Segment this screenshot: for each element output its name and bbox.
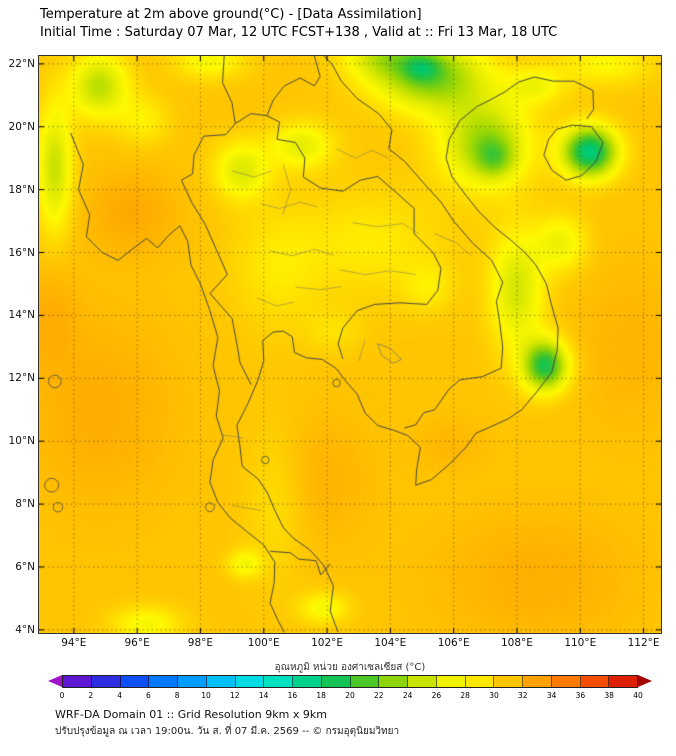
lon-tick-label: 112°E [627, 637, 660, 649]
colorbar-cells [62, 675, 638, 688]
colorbar-segment [350, 676, 380, 687]
colorbar-tick-label: 4 [117, 691, 122, 700]
colorbar-tick-label: 24 [402, 691, 413, 700]
map-title: Temperature at 2m above ground(°C) - [Da… [40, 7, 422, 22]
colorbar-segment [178, 676, 207, 687]
colorbar-tick-label: 0 [59, 691, 65, 700]
colorbar-tick-label: 2 [88, 691, 94, 700]
temperature-map-canvas [39, 56, 661, 633]
colorbar-segment [494, 676, 523, 687]
colorbar [48, 675, 652, 688]
lon-tick-label: 104°E [374, 637, 407, 649]
colorbar-segment [63, 676, 92, 687]
colorbar-tick-label: 8 [174, 691, 180, 700]
lat-tick-label: 6°N [15, 560, 35, 573]
colorbar-segment [436, 676, 466, 687]
colorbar-segment [465, 676, 495, 687]
colorbar-tick-label: 12 [230, 691, 240, 700]
colorbar-segment [235, 676, 265, 687]
lat-tick-label: 4°N [15, 623, 35, 636]
colorbar-segment [293, 676, 322, 687]
colorbar-tick-label: 32 [518, 691, 528, 700]
lat-tick-label: 18°N [8, 183, 35, 196]
colorbar-tick-label: 14 [258, 691, 269, 700]
map-subtitle: Initial Time : Saturday 07 Mar, 12 UTC F… [40, 25, 558, 40]
colorbar-tick-label: 36 [575, 691, 586, 700]
lat-tick-label: 16°N [8, 246, 35, 259]
colorbar-segment [149, 676, 178, 687]
colorbar-tick-label: 16 [287, 691, 298, 700]
lon-tick-label: 110°E [564, 637, 597, 649]
colorbar-tick-label: 22 [374, 691, 384, 700]
lon-tick-label: 106°E [437, 637, 470, 649]
colorbar-tick-label: 30 [489, 691, 499, 700]
lon-tick-label: 102°E [311, 637, 344, 649]
footer-update-info: ปรับปรุงข้อมูล ณ เวลา 19:00น. วัน ส. ที่… [55, 726, 400, 737]
colorbar-tick-label: 18 [316, 691, 326, 700]
lon-tick-label: 100°E [247, 637, 280, 649]
lon-tick-label: 94°E [61, 637, 87, 649]
lon-tick-label: 98°E [187, 637, 214, 649]
colorbar-segment [580, 676, 610, 687]
colorbar-tick-label: 34 [546, 691, 557, 700]
colorbar-segment [408, 676, 437, 687]
colorbar-segment [523, 676, 552, 687]
colorbar-tick-label: 26 [431, 691, 442, 700]
colorbar-segment [120, 676, 150, 687]
colorbar-segment [609, 676, 637, 687]
colorbar-tick-label: 6 [146, 691, 151, 700]
colorbar-segment [264, 676, 293, 687]
lat-tick-label: 22°N [8, 57, 35, 70]
colorbar-tick-label: 38 [604, 691, 614, 700]
title-block: Temperature at 2m above ground(°C) - [Da… [40, 6, 557, 42]
lat-tick-label: 8°N [15, 498, 35, 511]
colorbar-segment [379, 676, 408, 687]
colorbar-over-arrow [638, 675, 652, 687]
footer: WRF-DA Domain 01 :: Grid Resolution 9km … [55, 708, 399, 739]
lon-tick-label: 96°E [124, 637, 150, 649]
lat-tick-label: 20°N [8, 120, 35, 133]
lat-tick-label: 10°N [8, 435, 35, 448]
lat-tick-label: 14°N [8, 309, 35, 322]
colorbar-tick-label: 40 [633, 691, 643, 700]
footer-domain-info: WRF-DA Domain 01 :: Grid Resolution 9km … [55, 708, 327, 721]
colorbar-label: อุณหภูมิ หน่วย องศาเซลเซียส (°C) [274, 662, 426, 673]
lat-tick-label: 12°N [8, 372, 35, 385]
colorbar-tick-label: 10 [201, 691, 211, 700]
colorbar-segment [91, 676, 121, 687]
lon-tick-label: 108°E [501, 637, 533, 649]
colorbar-segment [321, 676, 351, 687]
colorbar-segment [206, 676, 236, 687]
colorbar-under-arrow [48, 675, 62, 687]
map-frame [38, 55, 662, 634]
colorbar-tick-label: 20 [345, 691, 355, 700]
colorbar-tick-label: 28 [460, 691, 470, 700]
colorbar-segment [551, 676, 581, 687]
